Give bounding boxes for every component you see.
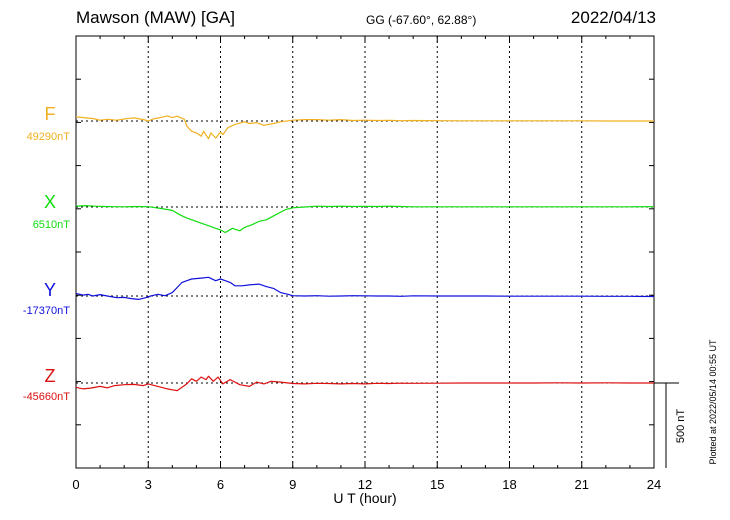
x-tick-label: 9 — [289, 477, 296, 492]
series-line-z — [75, 375, 654, 392]
series-baseline-value-x: 6510nT — [33, 219, 71, 231]
series-baseline-value-y: -17370nT — [23, 305, 70, 317]
series-line-x — [75, 205, 655, 234]
x-tick-label: 15 — [430, 477, 444, 492]
scale-bar: 500 nT — [654, 382, 687, 468]
series-line-f — [75, 115, 654, 140]
series-baseline-value-f: 49290nT — [27, 131, 71, 143]
series-name-x: X — [44, 192, 56, 212]
series-line-y — [75, 276, 655, 300]
x-tick-label: 21 — [575, 477, 589, 492]
plot-date: 2022/04/13 — [570, 8, 656, 27]
plotted-timestamp: Plotted at 2022/05/14 00:55 UT — [708, 339, 718, 465]
scale-bar-label: 500 nT — [675, 409, 687, 444]
series-traces — [75, 115, 655, 392]
station-title: Mawson (MAW) [GA] — [76, 8, 235, 27]
axis-ticks: 0 3 6 9 12 15 18 21 24 — [72, 36, 661, 492]
x-tick-label: 12 — [358, 477, 372, 492]
series-name-f: F — [45, 104, 56, 124]
x-tick-label: 18 — [502, 477, 516, 492]
series-name-y: Y — [44, 280, 56, 300]
x-tick-label: 0 — [72, 477, 79, 492]
x-tick-label: 6 — [217, 477, 224, 492]
series-labels: F 49290nT X 6510nT Y -17370nT Z -45660nT — [23, 104, 70, 403]
station-coordinates: GG (-67.60°, 62.88°) — [366, 13, 477, 27]
x-tick-label: 3 — [145, 477, 152, 492]
grid-lines — [76, 36, 654, 468]
series-name-z: Z — [45, 366, 56, 386]
x-axis-label: U T (hour) — [333, 490, 396, 506]
series-baseline-value-z: -45660nT — [23, 391, 70, 403]
x-tick-label: 24 — [647, 477, 661, 492]
